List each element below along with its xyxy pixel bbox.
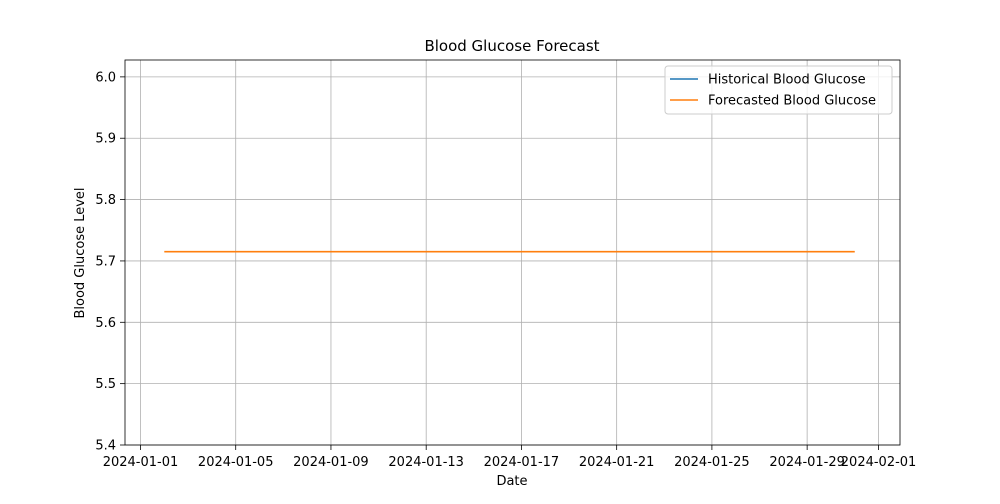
- x-axis-ticks: 2024-01-01 2024-01-05 2024-01-09 2024-01-13…: [103, 445, 917, 470]
- plot-frame: [124, 59, 901, 446]
- legend-label-1: Forecasted Blood Glucose: [708, 94, 876, 109]
- y-axis-label: Blood Glucose Level: [73, 187, 88, 318]
- x-tick-label: 2024-01-25: [674, 455, 750, 470]
- x-axis-label: Date: [496, 474, 527, 489]
- y-tick-label: 6.0: [95, 70, 116, 85]
- y-tick-label: 5.5: [95, 377, 116, 392]
- x-tick-label: 2024-01-13: [388, 455, 464, 470]
- x-tick-label: 2024-01-17: [484, 455, 560, 470]
- x-tick-label: 2024-02-01: [841, 455, 917, 470]
- x-tick-label: 2024-01-21: [579, 455, 655, 470]
- x-tick-label: 2024-01-05: [198, 455, 274, 470]
- legend-label-0: Historical Blood Glucose: [708, 73, 866, 88]
- chart-title: Blood Glucose Forecast: [424, 37, 599, 55]
- y-tick-label: 5.8: [95, 193, 116, 208]
- y-tick-label: 5.4: [95, 439, 116, 454]
- y-tick-label: 5.6: [95, 316, 116, 331]
- x-tick-label: 2024-01-01: [103, 455, 179, 470]
- y-tick-label: 5.9: [95, 132, 116, 147]
- legend-box: [664, 65, 893, 115]
- y-tick-label: 5.7: [95, 254, 116, 269]
- x-tick-label: 2024-01-09: [293, 455, 369, 470]
- x-tick-label: 2024-01-29: [769, 455, 845, 470]
- legend: Historical Blood Glucose Forecasted Blood…: [664, 65, 893, 115]
- y-axis-ticks: 5.4 5.5 5.6 5.7 5.8 5.9 6.0: [95, 70, 125, 454]
